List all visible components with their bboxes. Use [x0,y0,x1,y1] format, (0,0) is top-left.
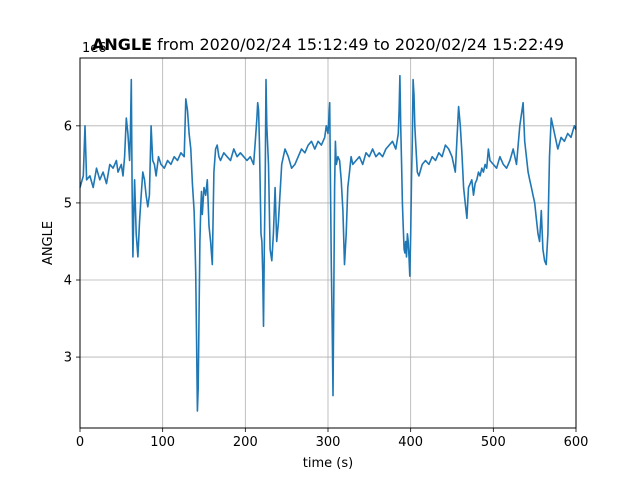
x-tick-label: 400 [398,435,423,450]
x-tick-label: 200 [233,435,258,450]
data-series [79,74,577,412]
x-tick-label: 300 [316,435,341,450]
chart-title-range: from 2020/02/24 15:12:49 to 2020/02/24 1… [152,35,564,54]
y-tick-label: 6 [64,119,72,134]
chart-title-variable: ANGLE [92,35,152,54]
x-tick-label: 500 [481,435,506,450]
x-axis-label: time (s) [303,456,353,471]
y-tick-label: 3 [64,351,72,366]
y-tick-label: 5 [64,196,72,211]
x-tick-label: 100 [150,435,175,450]
chart-title: ANGLE from 2020/02/24 15:12:49 to 2020/0… [92,35,564,54]
x-tick-label: 600 [564,435,589,450]
y-axis-label: ANGLE [41,221,56,265]
plot-frame [79,57,577,429]
y-tick-label: 4 [64,274,72,289]
axis-ticks: 0 100 200 300 400 500 600 3 4 5 6 [64,119,589,450]
x-tick-label: 0 [76,435,84,450]
y-offset-label: 1e6 [82,41,107,56]
angle-series-line [79,74,577,412]
